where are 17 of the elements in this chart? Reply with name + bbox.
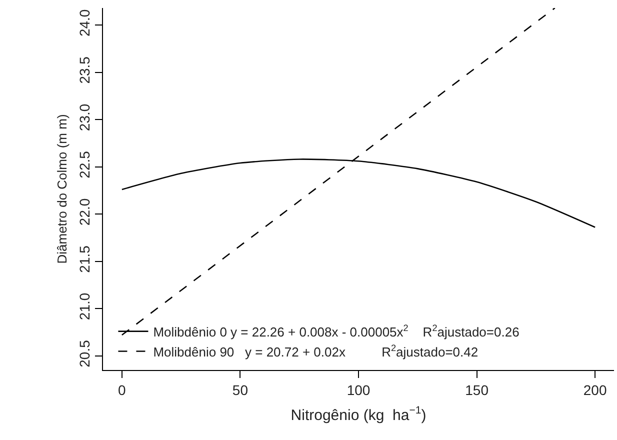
y-tick-label: 20.5 [76, 340, 92, 368]
y-tick-label: 22.5 [76, 150, 92, 178]
y-tick-label: 21.0 [76, 292, 92, 320]
x-tick-label: 200 [583, 382, 607, 398]
y-axis-title: Diâmetro do Colmo (m m) [54, 114, 70, 264]
y-tick-label: 23.0 [76, 104, 92, 132]
y-tick-label: 23.5 [76, 56, 92, 84]
y-tick-label: 24.0 [76, 9, 92, 37]
text: Molibdênio 0 y = 22.26 + 0.008x - 0.00005x$^{2}$ R$^{2}$ajustado=0.26 [153, 322, 520, 340]
y-tick-label: 22.0 [76, 198, 92, 226]
legend-label: Molibdênio 90 y = 20.72 + 0.02x R$^{2}$ajustado=0.42 [153, 342, 478, 360]
y-tick-label: 21.5 [76, 245, 92, 273]
x-tick-label: 150 [465, 382, 489, 398]
x-axis-title: Nitrogênio (kg ha$^{−1}$) [290, 404, 426, 424]
x-tick-label: 50 [232, 382, 248, 398]
x-tick-label: 0 [118, 382, 126, 398]
x-tick-label: 100 [346, 382, 370, 398]
